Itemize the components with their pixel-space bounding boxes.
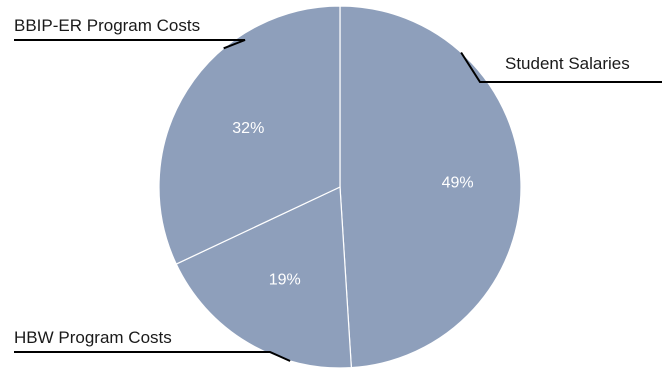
leader-line-student-salaries: [460, 51, 662, 83]
category-label-hbw-program-costs: HBW Program Costs: [14, 328, 172, 347]
slice-percent-labels: 49% 19% 32%: [232, 120, 473, 289]
category-label-student-salaries: Student Salaries: [505, 54, 630, 73]
percent-label-student-salaries: 49%: [442, 175, 474, 192]
leader-line-hbw-program-costs: [14, 351, 291, 362]
percent-label-bbip-er-program-costs: 32%: [232, 120, 264, 137]
pie-slice-student-salaries: [339, 5, 522, 368]
pie-slices: [158, 5, 522, 368]
category-callouts: Student Salaries HBW Program Costs BBIP-ER…: [14, 16, 662, 362]
pie-slice-bbip-er-program-costs: [158, 5, 341, 265]
percent-label-hbw-program-costs: 19%: [269, 272, 301, 289]
leader-line-bbip-er-program-costs: [14, 39, 246, 50]
category-label-bbip-er-program-costs: BBIP-ER Program Costs: [14, 16, 200, 35]
